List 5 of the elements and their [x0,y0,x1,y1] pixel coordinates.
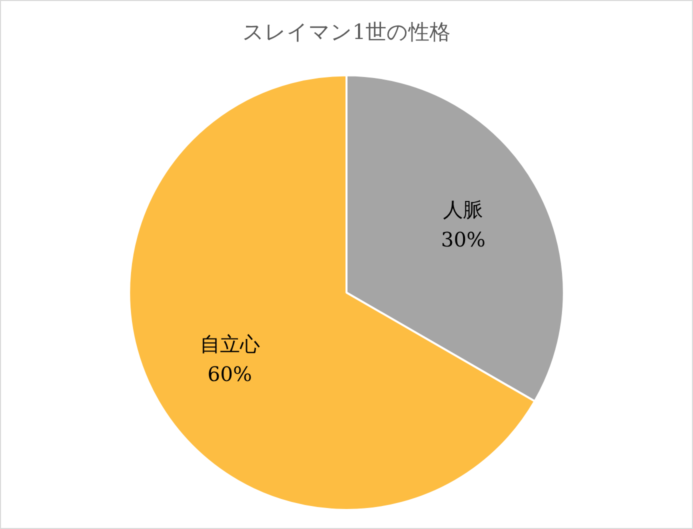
data-label: 30% [441,227,486,252]
slice-label: 人脈 [443,197,484,222]
data-label: 60% [208,362,252,386]
slice-label: 自立心 [200,332,260,356]
chart-title: スレイマン1世の性格 [242,20,451,44]
